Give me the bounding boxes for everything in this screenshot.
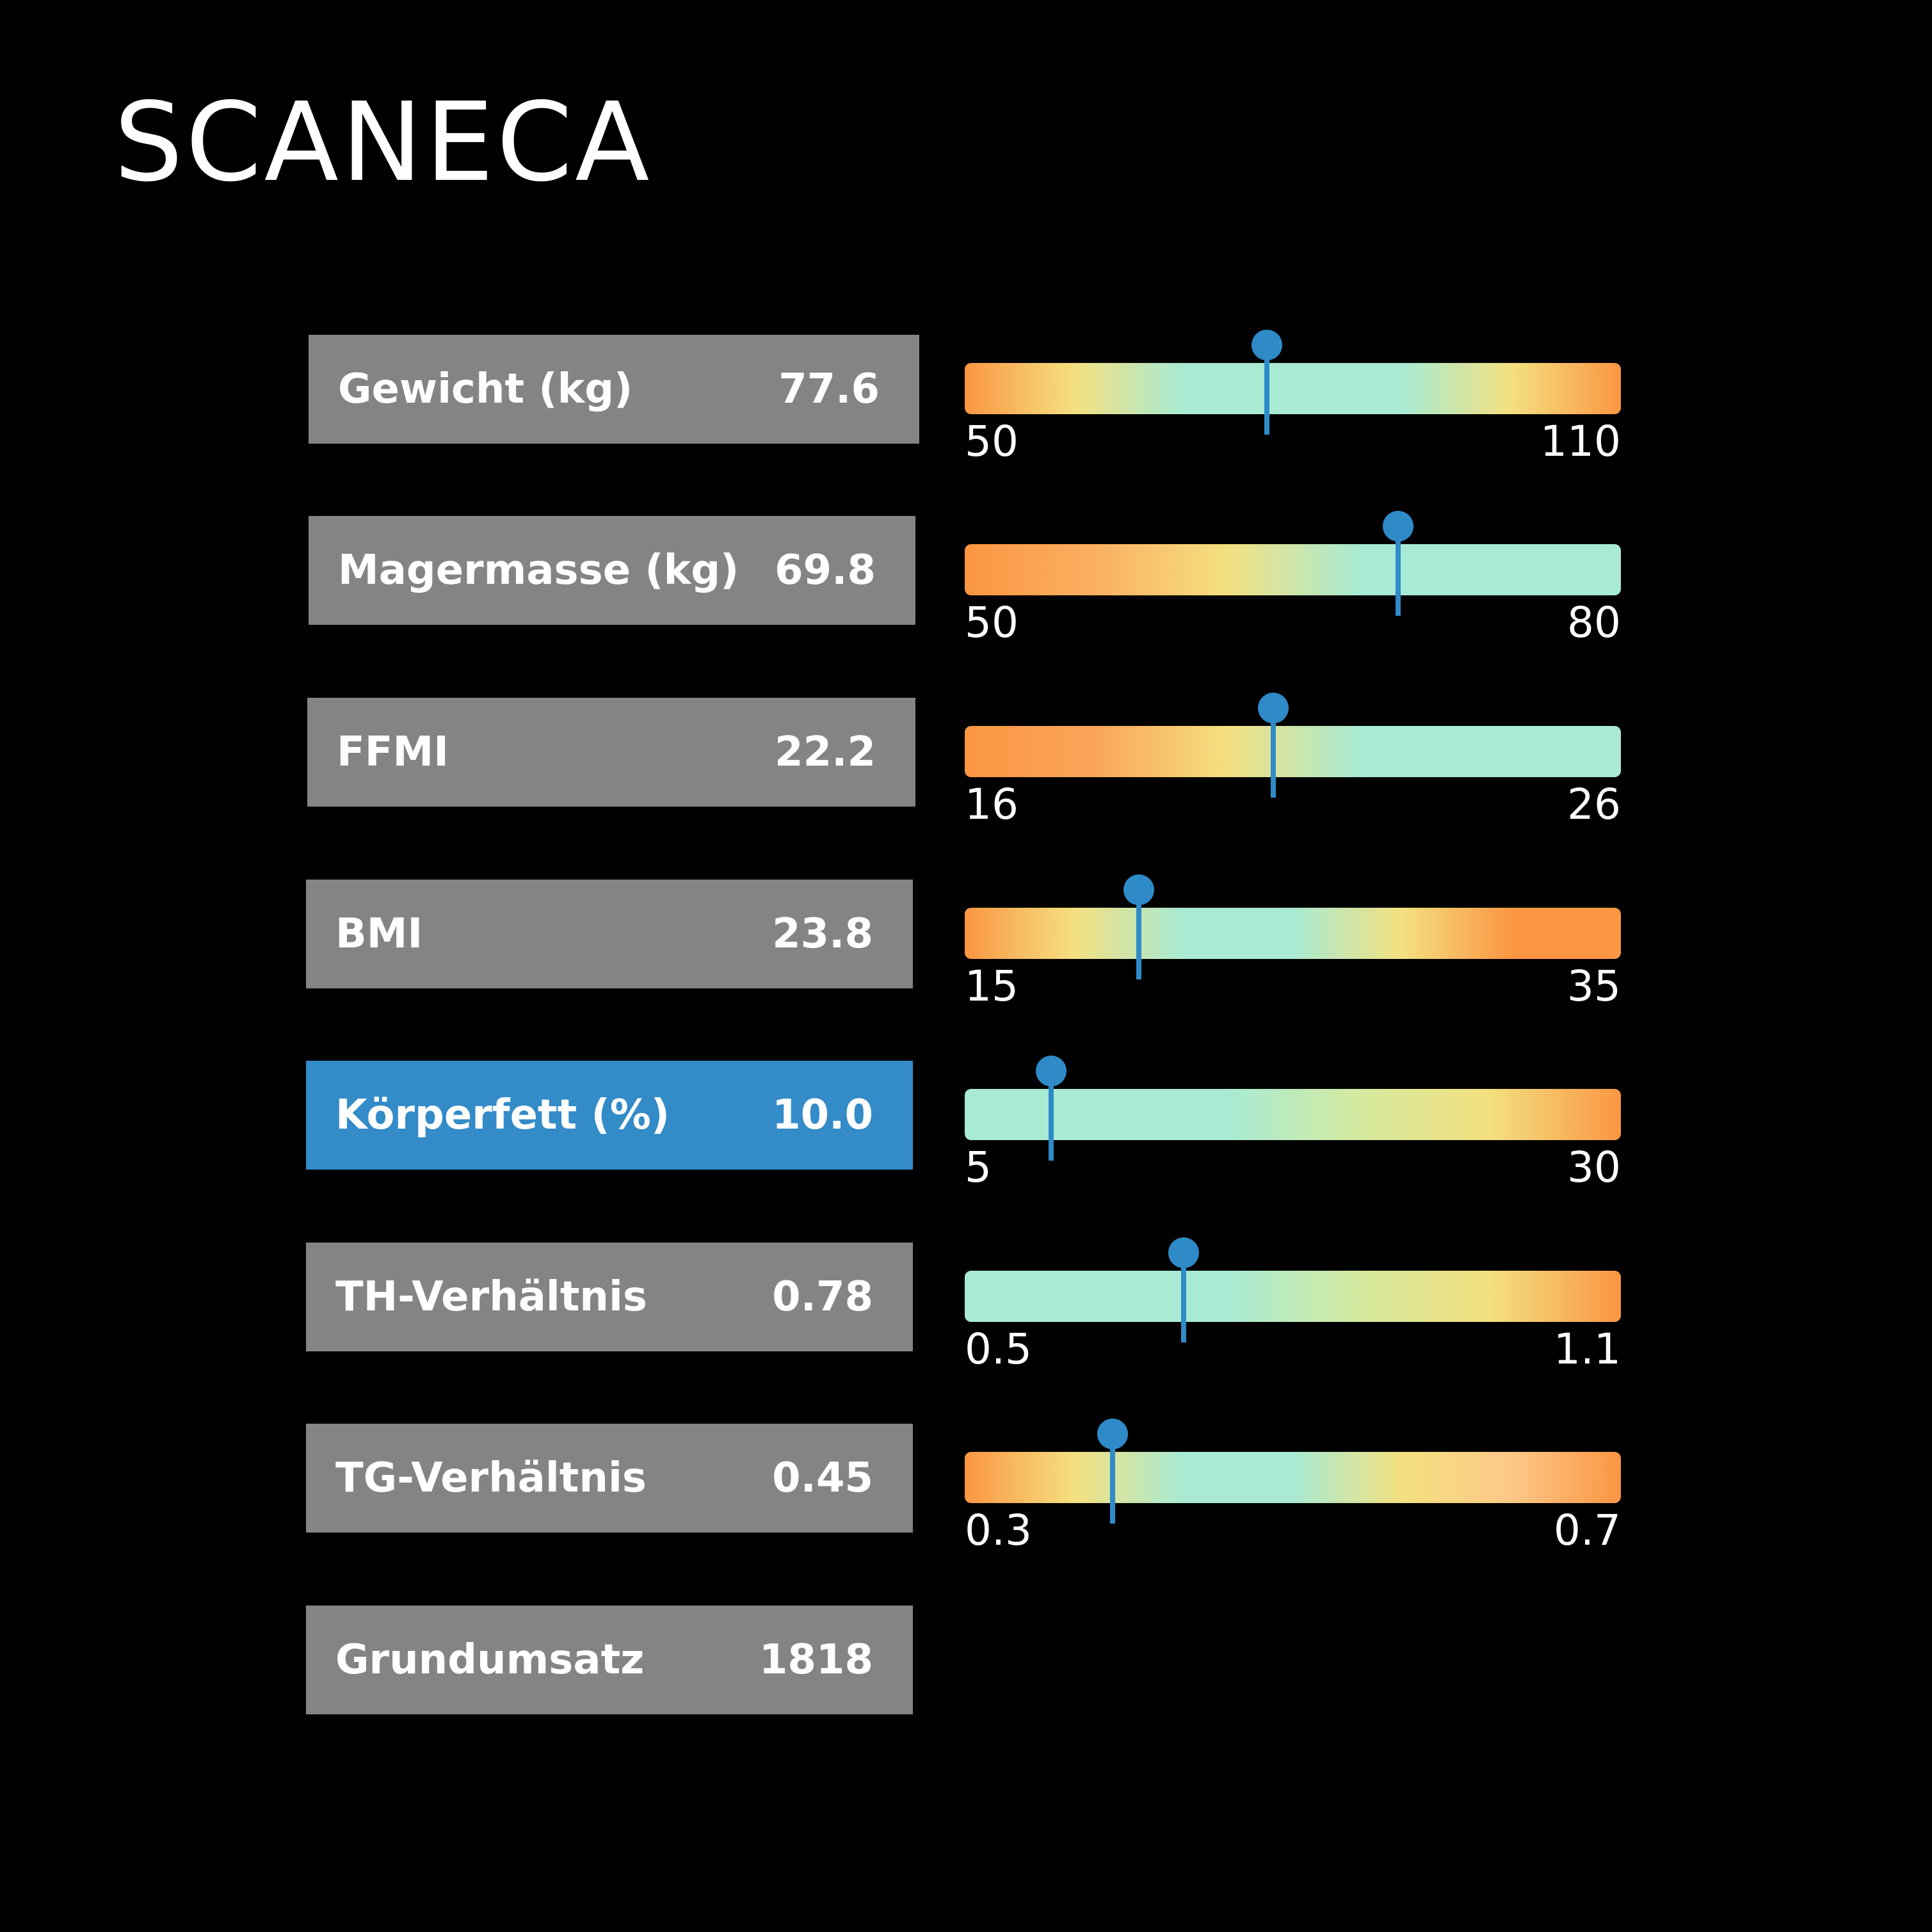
metric-value: 23.8	[772, 910, 873, 958]
metric-value: 10.0	[772, 1091, 873, 1139]
metric-card[interactable]: Körperfett (%) 10.0	[306, 1061, 913, 1170]
range-min-label: 50	[965, 417, 1018, 466]
metric-card[interactable]: BMI 23.8	[306, 880, 913, 988]
range-min-label: 16	[965, 780, 1018, 829]
marker-stick	[1270, 708, 1276, 798]
range-scale: 15 35	[965, 874, 1621, 1008]
marker-knob	[1036, 1056, 1067, 1086]
metric-card[interactable]: Magermasse (kg) 69.8	[309, 516, 915, 625]
range-marker	[1036, 1056, 1067, 1164]
metric-card[interactable]: Gewicht (kg) 77.6	[309, 335, 919, 444]
brand-logo: SCANECA	[114, 79, 652, 206]
range-marker	[1382, 511, 1413, 620]
metric-label: Körperfett (%)	[335, 1091, 670, 1139]
range-bar	[965, 544, 1621, 595]
metric-value: 69.8	[775, 547, 876, 594]
range-max-label: 26	[1567, 780, 1621, 829]
metric-label: TG-Verhältnis	[335, 1454, 647, 1502]
range-max-label: 35	[1567, 962, 1621, 1011]
range-scale: 0.5 1.1	[965, 1237, 1621, 1371]
range-scale: 50 110	[965, 330, 1621, 463]
metric-label: BMI	[335, 910, 423, 958]
range-marker	[1123, 874, 1154, 983]
metric-row: TG-Verhältnis 0.45 0.3 0.7	[0, 1419, 1932, 1552]
metric-card[interactable]: TG-Verhältnis 0.45	[306, 1424, 913, 1533]
metric-row: Gewicht (kg) 77.6 50 110	[0, 330, 1932, 463]
metric-row: Grundumsatz 1818	[0, 1606, 1932, 1714]
range-min-label: 15	[965, 962, 1018, 1011]
range-bar	[965, 726, 1621, 777]
range-min-label: 0.5	[965, 1324, 1032, 1374]
metric-label: Grundumsatz	[335, 1636, 645, 1684]
metric-card[interactable]: FFMI 22.2	[307, 698, 915, 807]
range-marker	[1097, 1419, 1128, 1527]
metric-row: TH-Verhältnis 0.78 0.5 1.1	[0, 1237, 1932, 1371]
range-min-label: 0.3	[965, 1506, 1032, 1555]
metric-label: Magermasse (kg)	[338, 547, 739, 594]
range-max-label: 80	[1567, 598, 1621, 647]
metric-label: FFMI	[337, 729, 449, 776]
metric-row: FFMI 22.2 16 26	[0, 693, 1932, 826]
range-bar	[965, 1271, 1621, 1322]
marker-knob	[1168, 1237, 1199, 1268]
marker-stick	[1264, 345, 1269, 435]
metric-card[interactable]: TH-Verhältnis 0.78	[306, 1243, 913, 1351]
metric-value: 1818	[759, 1636, 873, 1684]
range-max-label: 30	[1567, 1143, 1621, 1192]
marker-knob	[1382, 511, 1413, 542]
metric-value: 0.45	[772, 1454, 873, 1502]
marker-knob	[1123, 874, 1154, 905]
range-scale: 0.3 0.7	[965, 1419, 1621, 1552]
metric-row: BMI 23.8 15 35	[0, 874, 1932, 1008]
metric-label: TH-Verhältnis	[335, 1273, 647, 1321]
marker-stick	[1109, 1434, 1115, 1524]
range-bar	[965, 363, 1621, 414]
range-scale: 50 80	[965, 511, 1621, 644]
range-marker	[1251, 330, 1282, 439]
range-min-label: 50	[965, 598, 1018, 647]
range-marker	[1168, 1237, 1199, 1346]
marker-knob	[1097, 1419, 1128, 1449]
range-bar	[965, 908, 1621, 959]
marker-knob	[1257, 693, 1289, 723]
range-scale: 16 26	[965, 693, 1621, 826]
range-max-label: 0.7	[1554, 1506, 1621, 1555]
marker-stick	[1395, 526, 1401, 616]
metric-label: Gewicht (kg)	[338, 366, 633, 413]
range-bar	[965, 1089, 1621, 1140]
range-scale: 5 30	[965, 1056, 1621, 1189]
metric-row: Magermasse (kg) 69.8 50 80	[0, 511, 1932, 644]
range-min-label: 5	[965, 1143, 992, 1192]
range-max-label: 110	[1540, 417, 1621, 466]
marker-stick	[1136, 890, 1141, 979]
metric-value: 0.78	[772, 1273, 873, 1321]
metric-card[interactable]: Grundumsatz 1818	[306, 1606, 913, 1714]
marker-stick	[1180, 1253, 1186, 1342]
range-marker	[1257, 693, 1289, 801]
range-bar	[965, 1452, 1621, 1503]
marker-stick	[1049, 1071, 1054, 1161]
metric-value: 22.2	[775, 729, 876, 776]
marker-knob	[1251, 330, 1282, 360]
metric-value: 77.6	[778, 366, 880, 413]
range-max-label: 1.1	[1554, 1324, 1621, 1374]
metric-row: Körperfett (%) 10.0 5 30	[0, 1056, 1932, 1189]
